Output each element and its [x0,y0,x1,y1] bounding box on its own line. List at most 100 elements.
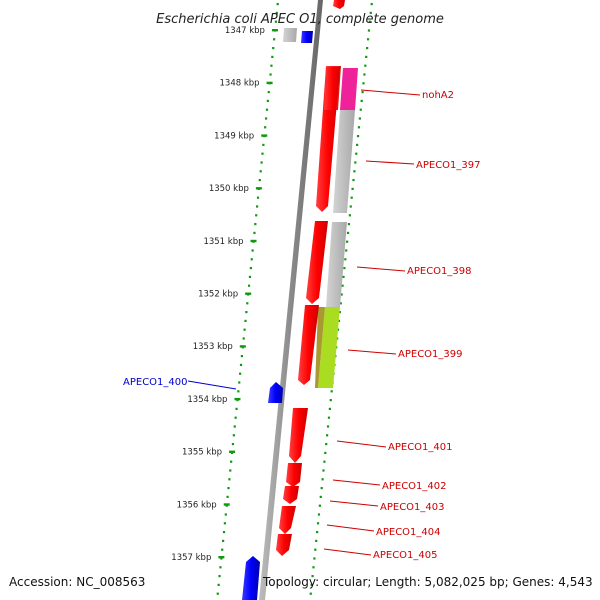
outer-track-dot [346,240,349,243]
tick-label: 1355 kbp [182,448,222,458]
tick-label: 1354 kbp [187,395,227,405]
tick-minor [222,531,226,534]
outer-track-dot [330,390,333,393]
tick-minor [259,170,262,173]
outer-track-dot [320,487,323,490]
tick-minor [264,117,268,120]
tick-major [229,450,236,453]
outer-track-dot [361,91,364,94]
outer-dotted-track [309,3,373,595]
gene-label-APECO1_400[interactable]: APECO1_400 [123,377,188,388]
tick-minor [251,249,254,252]
tick-major [234,397,241,401]
outer-track-dot [347,223,351,226]
tick-minor [272,47,275,50]
gene-arrow-APECO1_399[interactable] [298,305,319,385]
tick-label: 1353 kbp [193,342,233,352]
tick-track: 1347 kbp 1348 kbp 1349 kbp 1350 kbp 1351 kbp… [171,3,279,595]
tick-minor [239,372,242,375]
outer-track-dot [349,205,352,208]
tick-label: 1352 kbp [198,290,238,300]
gene-label-APECO1_402[interactable]: APECO1_402 [382,481,447,492]
tick-minor [216,592,219,595]
outer-track-dot [363,73,366,76]
gene-label-APECO1_398[interactable]: APECO1_398 [407,266,472,277]
outer-track-dot [310,583,313,586]
outer-track-dot [315,539,318,542]
tick-minor [223,522,227,525]
tick-label: 1356 kbp [177,500,217,510]
gene-label-APECO1_399[interactable]: APECO1_399 [398,349,463,360]
outer-track-dot [314,548,317,551]
gene-arrow-APECO1_404[interactable] [279,506,296,534]
gene-label-APECO1_405[interactable]: APECO1_405 [373,550,438,561]
outer-track-dot [351,187,354,190]
gene-label-nohA2[interactable]: nohA2 [422,90,454,101]
tick-major [245,292,252,295]
outer-track-dot [370,3,373,6]
gene-arrow-APECO1_402[interactable] [286,463,302,487]
outer-track-dot [312,566,315,569]
tick-minor [253,231,256,234]
tick-minor [221,548,224,551]
tick-minor [217,583,220,586]
gene-arrow-APECO1_403[interactable] [283,486,299,504]
gene-arrow-blue-bottom[interactable] [242,556,260,600]
feature-block-lime [318,307,340,388]
tick-minor [246,302,249,305]
outer-track-dot [344,258,347,261]
tick-label: 1357 kbp [171,553,211,563]
outer-track-dot [309,592,312,595]
gene-label-APECO1_404[interactable]: APECO1_404 [376,527,441,538]
outer-track-dot [329,399,332,402]
outer-track-dot [318,504,321,507]
gene-arrow-APECO1_400[interactable] [268,382,283,403]
feature-block-magenta [340,68,358,110]
gene-label-APECO1_401[interactable]: APECO1_401 [388,442,453,453]
tick-minor [218,575,221,578]
tick-minor [271,55,274,58]
tick-minor [245,311,248,314]
outer-track-dot [366,38,370,41]
tick-minor [275,11,278,14]
tick-minor [274,20,278,23]
gene-label-APECO1_403[interactable]: APECO1_403 [380,502,445,513]
tick-minor [232,434,235,437]
tick-minor [243,328,246,331]
outer-track-dot [317,513,321,516]
tick-minor [230,460,233,463]
gene-arrow-APECO1_398[interactable] [306,221,328,304]
tick-minor [250,258,253,261]
outer-track-dot [368,20,371,23]
tick-minor [238,381,241,384]
gene-arrow-APECO1_405[interactable] [276,534,292,556]
gene-arrow-top[interactable] [333,0,345,9]
tick-minor [249,267,252,270]
outer-track-dot [356,143,359,146]
tick-minor [240,355,244,358]
tick-minor [256,205,259,208]
outer-track-dot [328,407,331,410]
gene-labels: nohA2 APECO1_397 APECO1_398 APECO1_399 A… [123,90,481,561]
tick-label: 1351 kbp [203,237,243,247]
outer-track-dot [340,293,343,296]
tick-minor [254,223,257,226]
outer-track-dot [337,319,341,322]
tick-minor [276,3,279,6]
tick-minor [225,504,228,507]
gene-arrow-APECO1_401[interactable] [289,408,308,463]
label-leaders [187,89,421,556]
tick-minor [262,143,265,146]
outer-track-dot [352,179,355,182]
tick-minor [226,495,229,498]
outer-track-dot [341,284,344,287]
tick-minor [261,152,264,155]
gene-label-APECO1_397[interactable]: APECO1_397 [416,160,481,171]
outer-track-dot [322,469,325,472]
gene-arrow-APECO1_397[interactable] [324,66,341,110]
outer-track-dot [356,135,360,138]
gene-arrow-blue-small-top[interactable] [301,31,313,43]
tick-minor [267,91,270,94]
